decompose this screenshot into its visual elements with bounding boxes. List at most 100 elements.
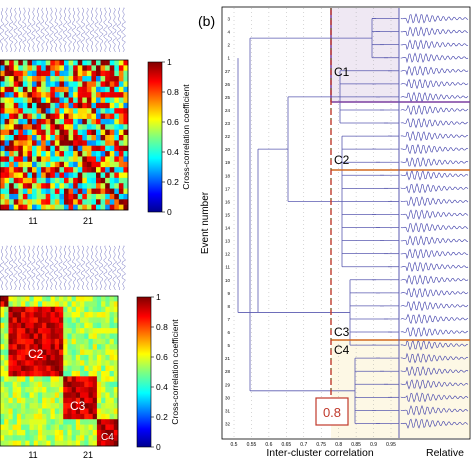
matrix-bottom-cell: [42, 376, 47, 383]
matrix-top-cell: [109, 204, 115, 211]
matrix-bottom-cell: [37, 435, 43, 441]
matrix-bottom-cell: [113, 322, 119, 329]
matrix-bottom-cell: [113, 301, 119, 308]
matrix-top-xtick-21: 21: [83, 216, 93, 226]
matrix-top-cell: [105, 177, 111, 184]
matrix-bottom-cell: [8, 440, 13, 447]
matrix-bottom-cell: [71, 296, 77, 302]
matrix-top-cell: [50, 81, 56, 88]
event-number-label: 2: [227, 43, 230, 48]
event-number-label: 3: [227, 17, 230, 22]
matrix-bottom-cell: [92, 440, 98, 447]
matrix-top-cell: [73, 129, 79, 136]
matrix-bottom-cell: [29, 387, 35, 393]
matrix-bottom-cell: [46, 344, 51, 350]
matrix-bottom-cell: [25, 413, 30, 420]
matrix-bottom-cell: [105, 435, 110, 441]
matrix-bottom-cell: [0, 403, 5, 409]
matrix-top-cell: [54, 65, 60, 72]
matrix-top-cell: [22, 172, 28, 179]
matrix-bottom-cell: [109, 429, 115, 436]
dendro-xtick-label: 0.75: [316, 442, 326, 448]
matrix-top-cell: [41, 118, 47, 125]
matrix-bottom-cell: [96, 403, 102, 409]
matrix-bottom-cell: [63, 322, 68, 329]
matrix-bottom-cell: [63, 328, 68, 334]
matrix-top-cell: [9, 102, 15, 109]
matrix-top-cell: [123, 167, 129, 173]
matrix-top-cell: [68, 60, 74, 66]
matrix-bottom-cell: [16, 381, 22, 388]
matrix-top-cell: [45, 183, 51, 189]
matrix-top-cell: [9, 188, 15, 195]
matrix-top-cell: [59, 86, 65, 93]
matrix-bottom-cell: [33, 381, 39, 388]
matrix-top-cell: [54, 118, 60, 125]
matrix-bottom-cell: [46, 328, 51, 334]
matrix-top-cell: [82, 102, 88, 109]
matrix-bottom-cell: [113, 306, 119, 313]
matrix-bottom-cell: [33, 429, 39, 436]
matrix-top-cell: [109, 172, 115, 179]
matrix-top-cell: [96, 65, 101, 72]
matrix-bottom-cell: [29, 376, 35, 383]
matrix-bottom-cell: [105, 338, 110, 345]
matrix-top-cell: [109, 156, 115, 163]
matrix-top-cell: [27, 60, 33, 66]
matrix-bottom-cell: [75, 397, 81, 404]
matrix-bottom-cell: [33, 419, 39, 425]
matrix-bottom-cell: [92, 322, 98, 329]
matrix-bottom-cell: [16, 424, 22, 431]
matrix-bottom-cell: [113, 349, 119, 356]
matrix-bottom-cell: [59, 429, 64, 436]
matrix-bottom-cell: [96, 397, 102, 404]
event-waveform: [400, 143, 469, 155]
strip-waveform: [98, 245, 104, 291]
matrix-top-cell: [27, 70, 33, 77]
matrix-bottom-cell: [25, 296, 30, 302]
matrix-bottom-cell: [12, 301, 18, 308]
colorbar-tick-label: 1: [167, 57, 172, 67]
matrix-bottom-cell: [46, 397, 51, 404]
matrix-top-cell: [109, 76, 115, 82]
matrix-bottom-cell: [63, 387, 68, 393]
matrix-bottom-cell: [96, 392, 102, 399]
matrix-bottom-cell: [50, 397, 56, 404]
matrix-bottom-cell: [92, 317, 98, 324]
event-number-label: 18: [225, 173, 231, 178]
matrix-bottom-cell: [21, 344, 26, 350]
matrix-bottom-cell: [33, 317, 39, 324]
matrix-bottom-cell: [25, 381, 30, 388]
matrix-top-cell: [18, 188, 24, 195]
matrix-top-cell: [64, 65, 69, 72]
matrix-top-cell: [36, 167, 42, 173]
matrix-top-cell: [82, 129, 88, 136]
colorbar-tick-label: 0: [156, 442, 161, 452]
event-waveform: [400, 274, 469, 285]
matrix-top-cell: [68, 65, 74, 72]
matrix-top-cell: [73, 81, 79, 88]
matrix-bottom-cell: [0, 360, 5, 366]
matrix-bottom-cell: [16, 403, 22, 409]
matrix-top-cell: [32, 172, 37, 179]
matrix-top-cell: [36, 70, 42, 77]
colorbar-tick-label: 0.6: [167, 117, 179, 127]
matrix-bottom-cell: [80, 419, 85, 425]
matrix-top-cell: [82, 135, 88, 141]
matrix-top-cell: [105, 60, 111, 66]
matrix-bottom-cell: [71, 429, 77, 436]
matrix-top-cell: [59, 183, 65, 189]
matrix-bottom-cell: [25, 344, 30, 350]
matrix-bottom-cell: [80, 365, 85, 372]
matrix-top-cell: [86, 129, 92, 136]
matrix-top-cell: [41, 113, 47, 120]
event-number-label: 32: [225, 421, 231, 426]
matrix-top-cell: [32, 129, 37, 136]
matrix-bottom-cell: [113, 429, 119, 436]
matrix-bottom-cell: [12, 354, 18, 361]
matrix-top-cell: [68, 135, 74, 141]
matrix-bottom-cell: [29, 306, 35, 313]
matrix-top-cell: [27, 204, 33, 211]
matrix-top-cell: [73, 204, 79, 211]
matrix-top-cell: [59, 70, 65, 77]
